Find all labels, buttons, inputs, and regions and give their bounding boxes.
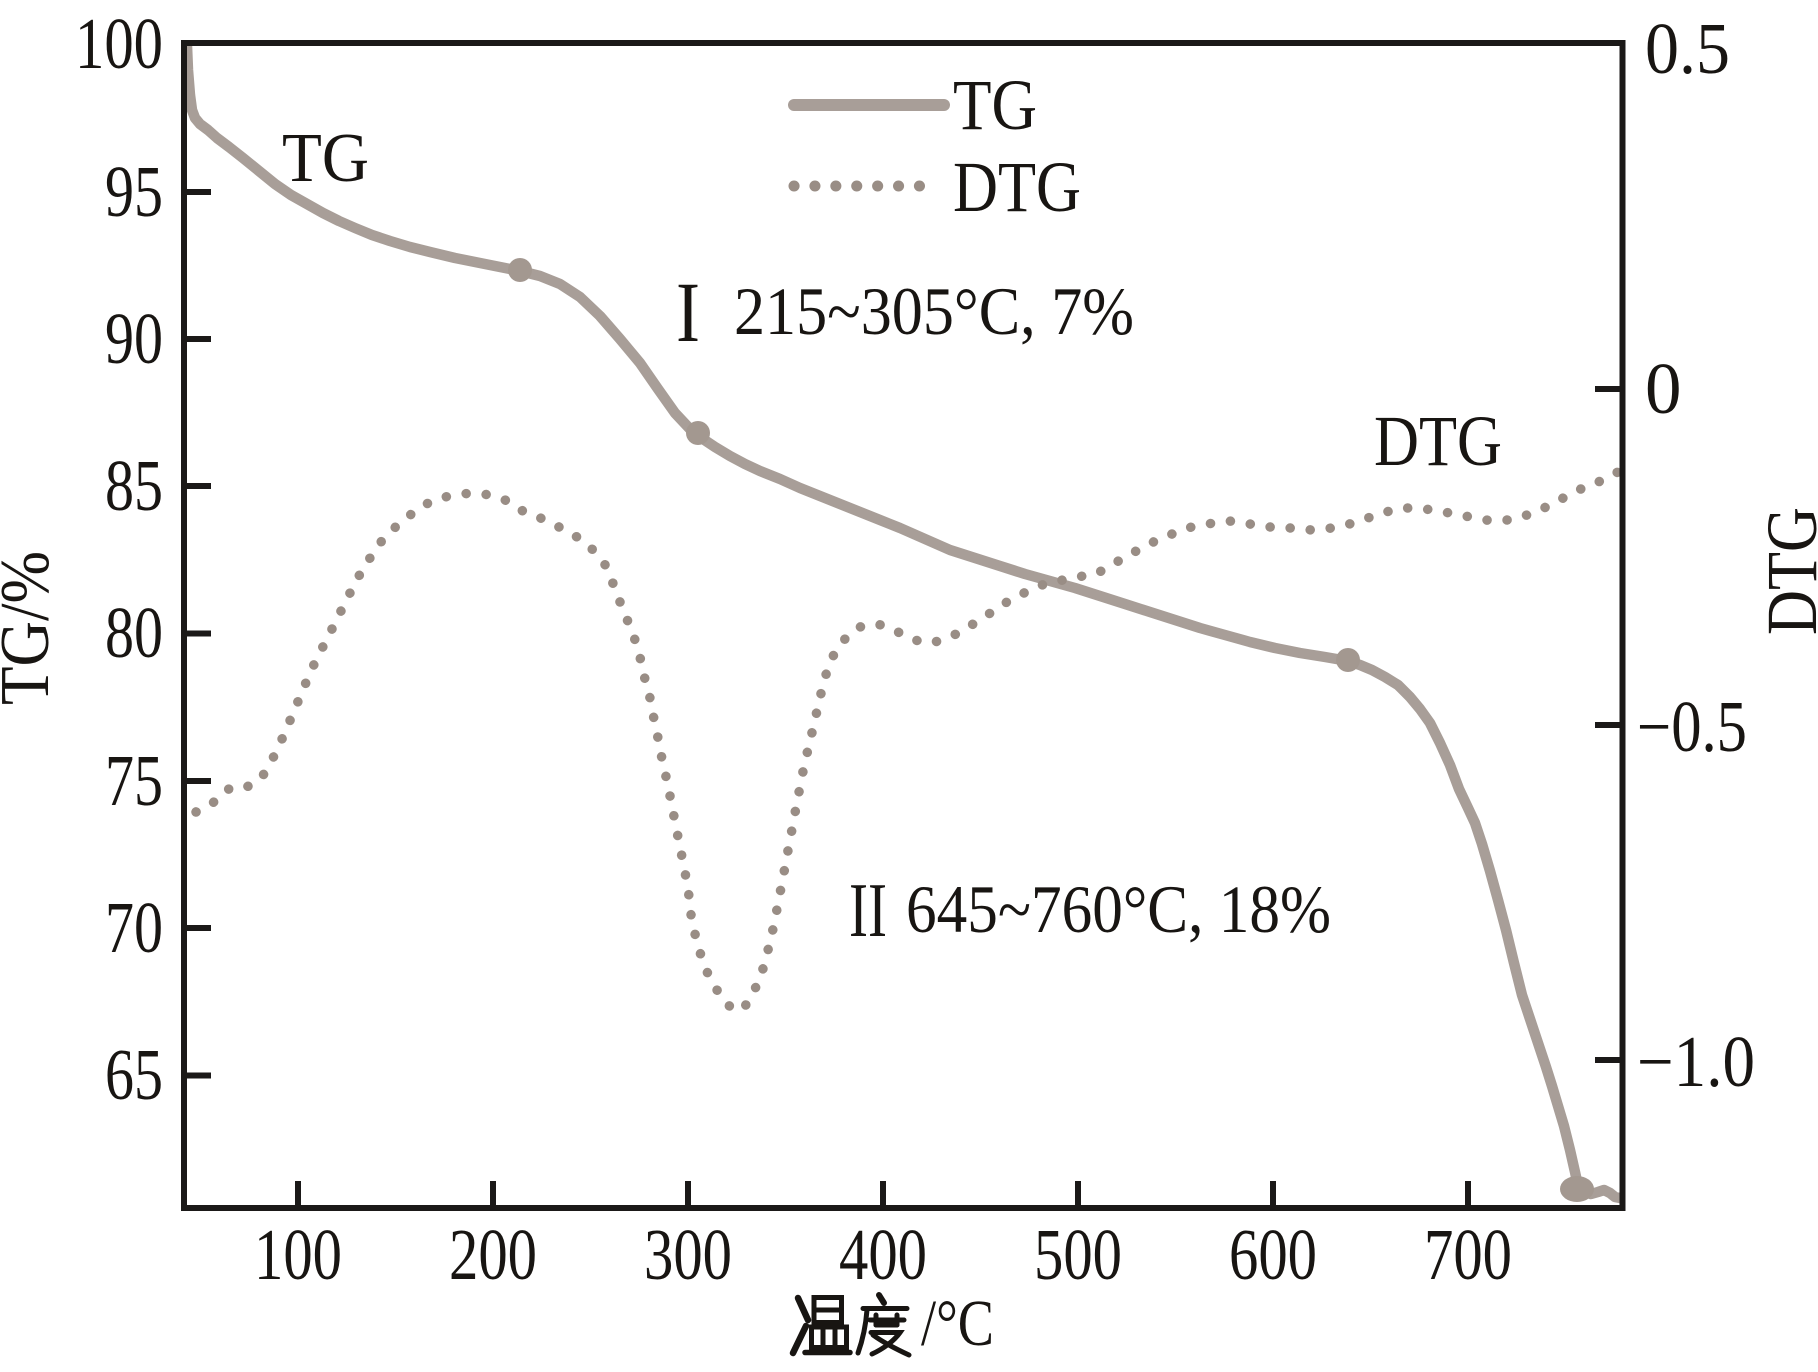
svg-text:65: 65 [105, 1034, 163, 1115]
svg-text:I: I [676, 264, 700, 360]
svg-text:DTG: DTG [1752, 507, 1818, 635]
svg-text:−0.5: −0.5 [1637, 686, 1747, 767]
svg-text:500: 500 [1034, 1214, 1122, 1295]
svg-text:700: 700 [1424, 1214, 1512, 1295]
svg-text:200: 200 [449, 1214, 537, 1295]
svg-text:600: 600 [1229, 1214, 1317, 1295]
svg-text:0.5: 0.5 [1645, 8, 1730, 89]
svg-text:95: 95 [105, 151, 163, 232]
svg-text:100: 100 [75, 3, 163, 84]
svg-text:215~305°C, 7%: 215~305°C, 7% [734, 273, 1134, 349]
svg-text:/°C: /°C [921, 1287, 994, 1360]
svg-text:80: 80 [105, 592, 163, 673]
svg-text:300: 300 [644, 1214, 732, 1295]
svg-text:400: 400 [839, 1214, 927, 1295]
svg-text:100: 100 [254, 1214, 342, 1295]
svg-text:DTG: DTG [1374, 401, 1502, 481]
svg-text:90: 90 [105, 298, 163, 379]
svg-text:85: 85 [105, 445, 163, 526]
svg-text:TG: TG [953, 65, 1037, 145]
svg-text:II: II [849, 867, 887, 953]
svg-text:TG/%: TG/% [0, 551, 64, 705]
svg-text:DTG: DTG [953, 147, 1081, 227]
svg-text:0: 0 [1645, 348, 1682, 429]
svg-text:TG: TG [282, 120, 369, 197]
svg-text:70: 70 [105, 887, 163, 968]
svg-text:645~760°C, 18%: 645~760°C, 18% [906, 871, 1331, 947]
svg-text:75: 75 [105, 740, 163, 821]
svg-text:−1.0: −1.0 [1637, 1021, 1755, 1102]
